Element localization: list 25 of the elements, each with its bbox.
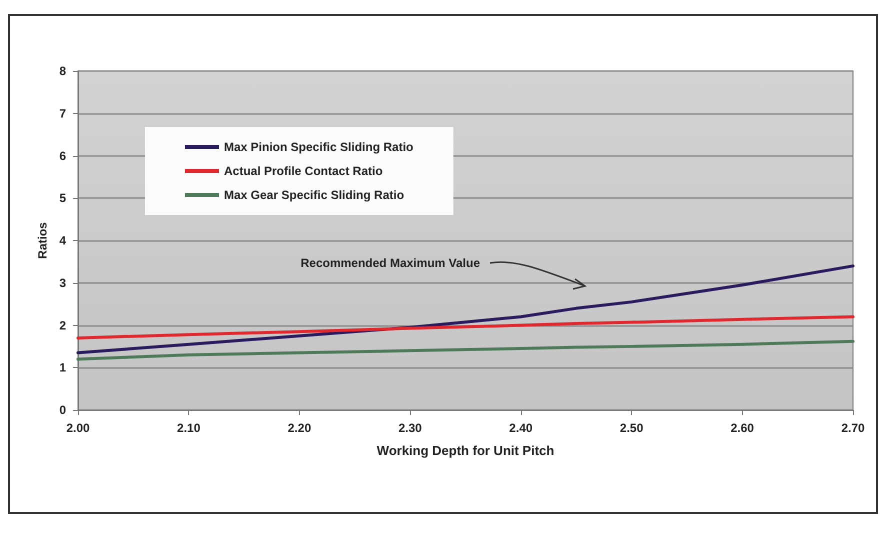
- y-tick-label: 8: [59, 64, 66, 78]
- x-tick-label: 2.50: [620, 421, 644, 435]
- annotation: Recommended Maximum Value: [300, 256, 480, 270]
- y-tick-label: 3: [59, 276, 66, 290]
- x-axis-title: Working Depth for Unit Pitch: [376, 443, 554, 458]
- x-tick-label: 2.70: [841, 421, 865, 435]
- x-tick-label: 2.40: [509, 421, 533, 435]
- y-tick-label: 5: [59, 191, 66, 206]
- x-tick-label: 2.00: [66, 421, 90, 435]
- y-tick-label: 7: [59, 106, 66, 120]
- legend-label: Max Gear Specific Sliding Ratio: [224, 188, 404, 202]
- line-series: [76, 315, 854, 340]
- x-tick-label: 2.30: [398, 421, 422, 435]
- y-axis-title: Ratios: [35, 222, 50, 259]
- line-series: [76, 340, 854, 361]
- x-tick-label: 2.10: [177, 421, 201, 435]
- y-tick-label: 6: [59, 148, 66, 163]
- x-tick-label: 2.60: [730, 421, 754, 435]
- y-tick-label: 1: [59, 360, 66, 375]
- legend-label: Actual Profile Contact Ratio: [224, 164, 383, 178]
- y-tick-label: 4: [59, 234, 66, 248]
- y-tick-label: 2: [59, 318, 66, 332]
- x-tick-label: 2.20: [288, 421, 312, 435]
- legend-label: Max Pinion Specific Sliding Ratio: [224, 140, 414, 154]
- y-tick-label: 0: [59, 403, 66, 417]
